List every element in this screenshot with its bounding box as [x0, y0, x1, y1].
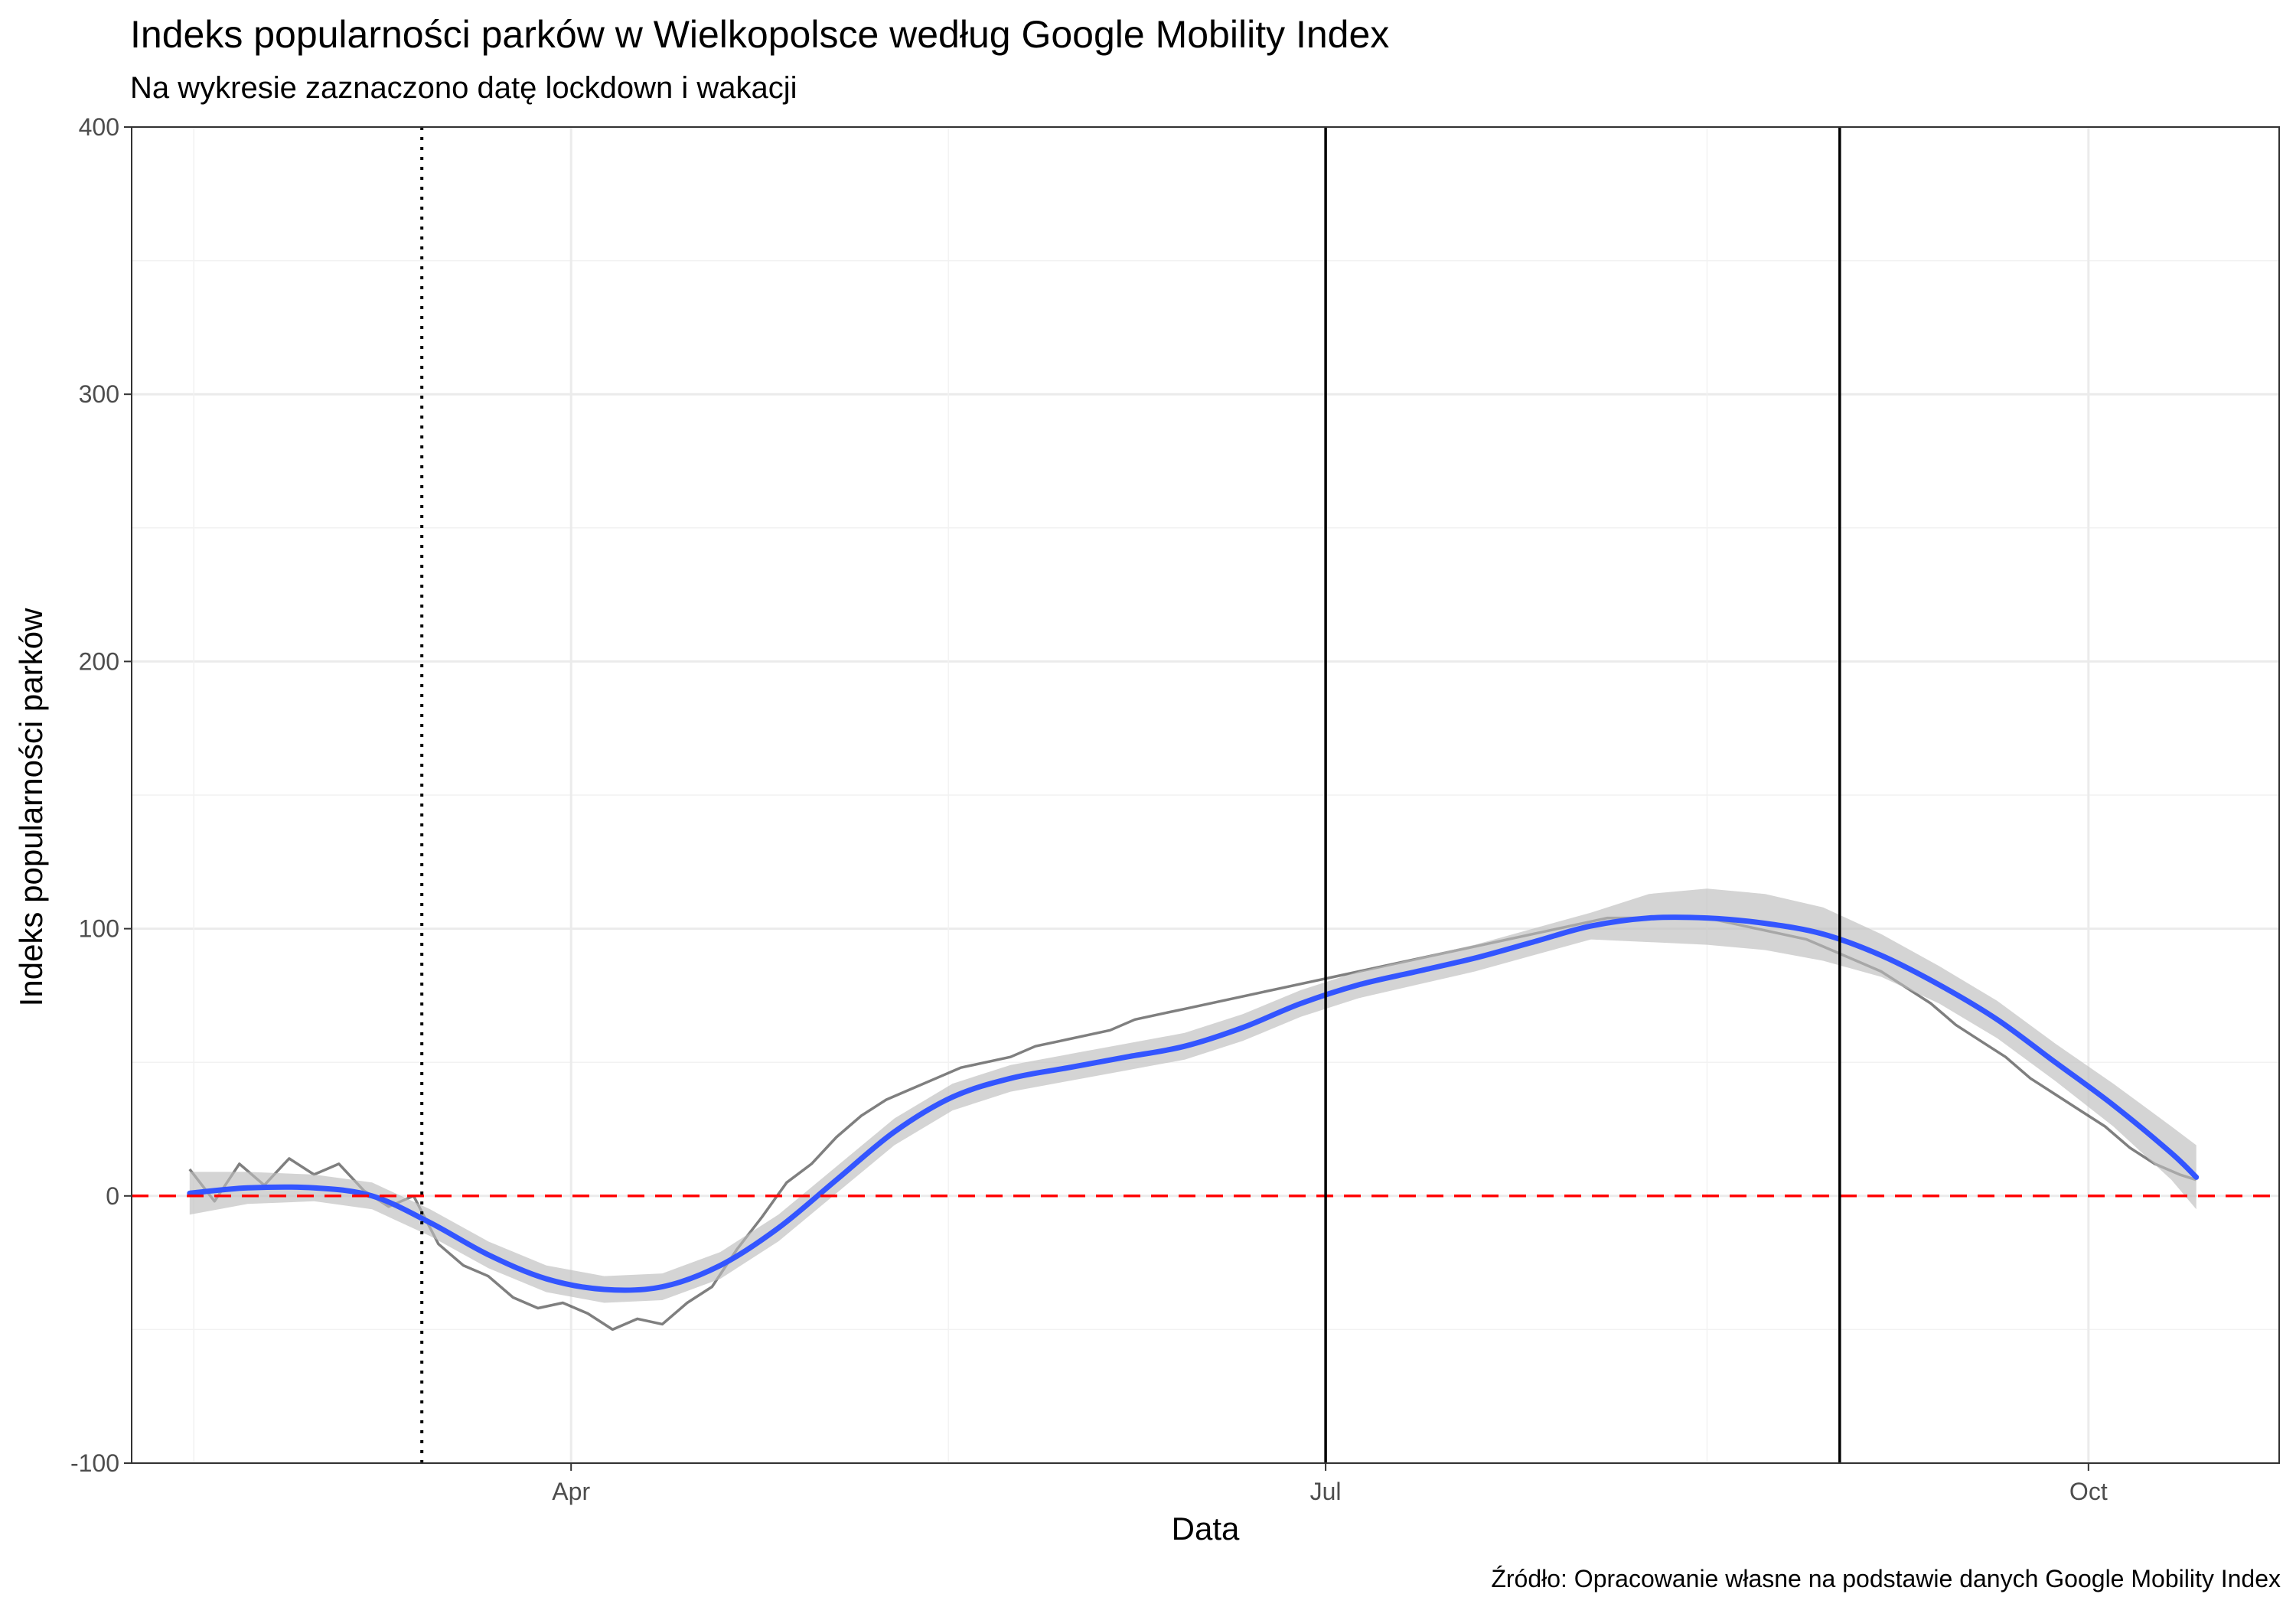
reference-lines	[132, 127, 2279, 1463]
caption: Źródło: Opracowanie własne na podstawie …	[1491, 1565, 2281, 1592]
y-tick-label: 200	[79, 647, 119, 675]
x-tick-label: Oct	[2069, 1478, 2108, 1505]
y-axis-title: Indeks popularności parków	[13, 608, 49, 1006]
chart-subtitle: Na wykresie zaznaczono datę lockdown i w…	[130, 71, 797, 105]
y-tick-label: 100	[79, 915, 119, 943]
smooth-trend	[187, 914, 2200, 1293]
chart-title: Indeks popularności parków w Wielkopolsc…	[130, 13, 1389, 56]
y-tick-label: 400	[79, 113, 119, 141]
x-axis-title: Data	[1172, 1511, 1240, 1547]
y-tick-label: -100	[70, 1449, 119, 1477]
smooth-line	[187, 914, 2200, 1293]
axes: -100 0 100 200 300 400 Apr Jul Oct	[70, 113, 2108, 1505]
y-tick-label: 0	[106, 1182, 119, 1210]
x-tick-label: Jul	[1310, 1478, 1342, 1505]
y-tick-label: 300	[79, 380, 119, 408]
plot-border	[131, 126, 2280, 1464]
x-tick-label: Apr	[552, 1478, 590, 1505]
